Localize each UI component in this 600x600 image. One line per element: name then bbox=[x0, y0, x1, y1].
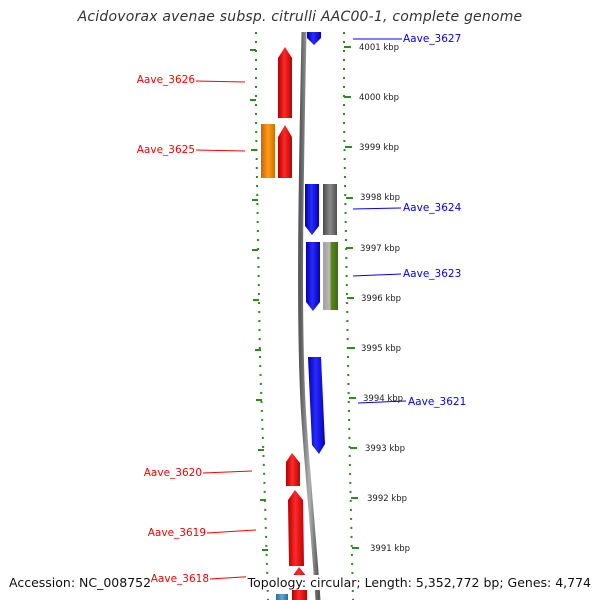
gene-label-aave-3624[interactable]: Aave_3624 bbox=[403, 202, 462, 214]
gene-label-aave-3627[interactable]: Aave_3627 bbox=[403, 33, 461, 45]
gene-label-aave-3619[interactable]: Aave_3619 bbox=[148, 527, 206, 539]
kbp-marker: 3993 kbp bbox=[365, 444, 405, 454]
kbp-marker: 3992 kbp bbox=[367, 494, 407, 504]
gene-gray-block[interactable] bbox=[323, 184, 337, 235]
kbp-marker: 3997 kbp bbox=[360, 244, 400, 254]
gene-aave-3623[interactable] bbox=[306, 242, 320, 311]
gene-aave-3619[interactable] bbox=[288, 490, 304, 566]
kbp-marker: 3998 kbp bbox=[360, 193, 400, 203]
gene-labels: Aave_3627 Aave_3626 Aave_3625 Aave_3624 … bbox=[137, 33, 467, 585]
topology-text: Topology: circular; Length: 5,352,772 bp… bbox=[245, 575, 591, 590]
kbp-marker: 3996 kbp bbox=[361, 294, 401, 304]
kbp-marker: 3991 kbp bbox=[370, 544, 410, 554]
gene-green-block[interactable] bbox=[323, 242, 338, 310]
gene-sky-block[interactable] bbox=[276, 594, 288, 600]
gene-aave-3627[interactable] bbox=[307, 32, 321, 45]
gene-label-aave-3625[interactable]: Aave_3625 bbox=[137, 144, 195, 156]
gene-aave-3626[interactable] bbox=[278, 47, 292, 118]
gene-aave-3620[interactable] bbox=[286, 453, 300, 486]
kbp-marker: 3999 kbp bbox=[359, 143, 399, 153]
kbp-marker: 4001 kbp bbox=[359, 43, 399, 53]
gene-aave-3624[interactable] bbox=[305, 184, 319, 235]
gene-label-aave-3618[interactable]: Aave_3618 bbox=[151, 573, 209, 585]
kbp-marker: 3995 kbp bbox=[361, 344, 401, 354]
kbp-marker: 4000 kbp bbox=[359, 93, 399, 103]
kbp-markers: 4001 kbp 4000 kbp 3999 kbp 3998 kbp 3997… bbox=[359, 43, 410, 554]
gene-label-aave-3626[interactable]: Aave_3626 bbox=[137, 74, 196, 86]
gene-aave-3621[interactable] bbox=[308, 357, 325, 454]
gene-orange-block[interactable] bbox=[261, 124, 275, 178]
right-ruler bbox=[343, 32, 359, 600]
accession-text: Accession: NC_008752 bbox=[9, 575, 152, 590]
kbp-marker: 3994 kbp bbox=[363, 394, 403, 404]
gene-label-aave-3621[interactable]: Aave_3621 bbox=[408, 396, 466, 408]
gene-aave-3625[interactable] bbox=[278, 125, 292, 178]
genome-backbone bbox=[298, 31, 321, 600]
gene-label-aave-3620[interactable]: Aave_3620 bbox=[144, 467, 202, 479]
left-ruler bbox=[250, 32, 269, 600]
gene-label-aave-3623[interactable]: Aave_3623 bbox=[403, 268, 461, 280]
genome-title: Acidovorax avenae subsp. citrulli AAC00-… bbox=[77, 9, 523, 25]
